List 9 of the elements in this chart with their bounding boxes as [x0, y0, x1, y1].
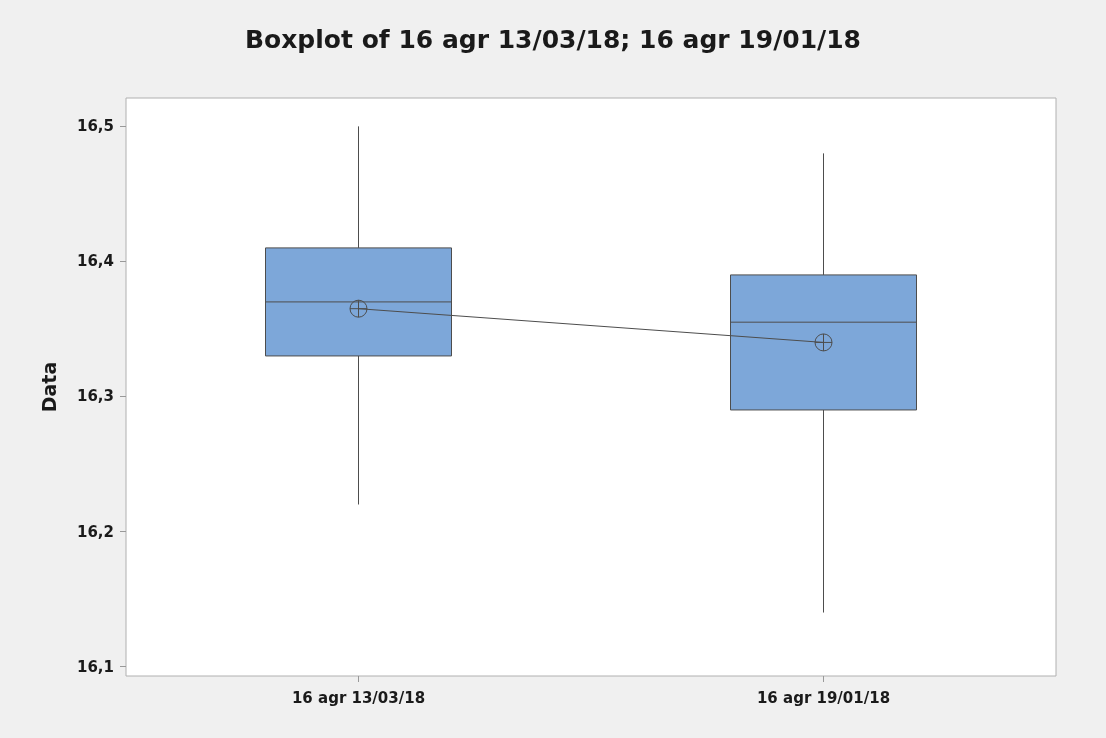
y-tick-label: 16,4	[76, 252, 114, 271]
x-tick-label: 16 agr 19/01/18	[756, 688, 891, 707]
y-tick-label: 16,2	[76, 522, 114, 541]
x-tick-label: 16 agr 13/03/18	[291, 688, 426, 707]
y-axis-title: Data	[37, 361, 60, 413]
y-tick-label: 16,3	[76, 387, 114, 406]
chart-title: Boxplot of 16 agr 13/03/18; 16 agr 19/01/18	[245, 25, 861, 54]
y-tick-label: 16,1	[76, 657, 114, 676]
y-tick-label: 16,5	[76, 117, 114, 136]
